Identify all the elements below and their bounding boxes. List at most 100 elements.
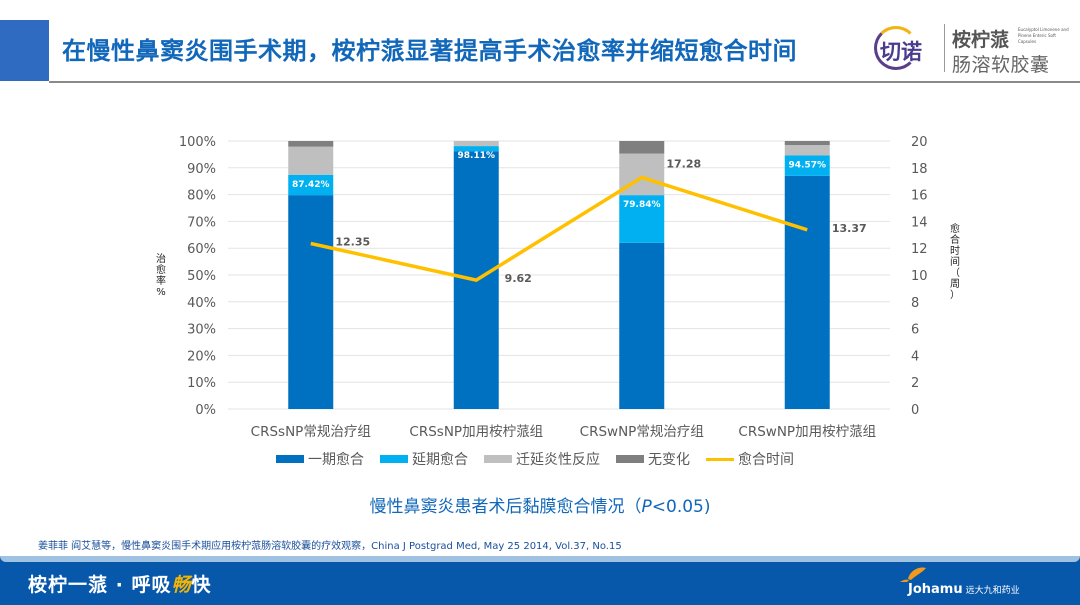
legend-swatch [616,455,644,463]
bar-segment-2 [453,146,499,152]
slogan-post: 快 [191,574,212,596]
citation: 姜菲菲 阎艾慧等，慢性鼻窦炎围手术期应用桉柠蒎肠溶软胶囊的疗效观察，China … [38,541,622,552]
legend-item: 迁延炎性反应 [484,449,600,469]
y-left-tick-label: 30% [187,323,216,338]
bar-segment-4 [288,141,334,147]
category-label: CRSsNP常规治疗组 [251,424,371,440]
johamu-flame-icon [900,567,926,582]
line-value-label: 12.35 [335,236,370,249]
y-right-tick-label: 12 [911,242,928,257]
legend-item: 一期愈合 [276,449,364,469]
category-label: CRSwNP常规治疗组 [580,424,704,440]
bar-segment-3 [453,141,499,147]
healed-rate-label: 87.42% [292,180,330,190]
healed-rate-label: 94.57% [789,160,827,170]
legend-item: 愈合时间 [706,449,794,469]
bar-segment-2 [619,195,665,243]
legend-label: 迁延炎性反应 [516,452,600,468]
slogan-pre: 桉柠一蒎 · 呼吸 [28,574,172,596]
slogan: 桉柠一蒎 · 呼吸畅快 [28,570,211,597]
legend: 一期愈合 延期愈合 迁延炎性反应 无变化 愈合时间 [276,449,794,469]
chart-title-paren: （ [624,497,642,517]
healed-rate-label: 98.11% [458,151,496,161]
header: 在慢性鼻窦炎围手术期，桉柠蒎显著提高手术治愈率并缩短愈合时间 切诺 桉柠蒎 Eu… [0,0,1080,84]
healing-time-line [310,175,808,282]
legend-label: 无变化 [648,452,690,468]
y-right-tick-label: 0 [911,403,919,418]
axis-titles: 治愈率% 愈合时间（周） [156,222,960,301]
legend-label: 一期愈合 [308,452,364,468]
y-left-tick-label: 50% [187,269,216,284]
category-label: CRSsNP加用桉柠蒎组 [409,424,543,440]
slogan-highlight: 畅 [171,574,192,596]
legend-swatch [706,457,734,461]
y-left-axis-title: 治愈率% [156,252,166,298]
bar-segment-1 [288,195,334,409]
y-right-axis-title: 愈合时间（周） [950,222,960,301]
legend-label: 延期愈合 [412,452,468,468]
y-right-tick-label: 2 [911,376,919,391]
bars [288,141,830,409]
bar-segment-1 [784,175,830,409]
qienuo-logo: 切诺 [872,24,942,72]
line-series [310,175,808,282]
legend-item: 延期愈合 [380,449,468,469]
y-left-tick-label: 0% [195,403,216,418]
legend-swatch [380,455,408,463]
brand-logo: 切诺 桉柠蒎 Eucalyptol Limonene and Pinene En… [872,20,1077,78]
line-value-label: 13.37 [832,222,867,235]
footer-wave [0,556,1080,562]
legend-label: 愈合时间 [738,452,794,468]
y-left-tick-label: 100% [179,135,216,150]
header-accent-block [0,20,49,81]
category-label: CRSwNP加用桉柠蒎组 [738,424,876,440]
y-left-tick-label: 40% [187,296,216,311]
bar-segment-2 [288,174,334,196]
logo-arc-icon [874,26,918,70]
category-labels: CRSsNP常规治疗组 CRSsNP加用桉柠蒎组 CRSwNP常规治疗组 CRSwNP… [251,424,876,440]
y-left-tick-label: 70% [187,215,216,230]
chart-title-text: 慢性鼻窦炎患者术后黏膜愈合情况 [369,497,625,517]
chart: 0% 10% 20% 30% 40% 50% 60% 70% 80% 90% 100% 0 2 4 6 8 1… [156,135,960,440]
legend-item: 无变化 [616,449,690,469]
chart-title-pvalue: <0.05) [651,497,711,517]
company-name-cn: 远大九和药业 [965,586,1020,596]
legend-swatch [276,455,304,463]
y-right-tick-label: 8 [911,296,919,311]
bar-segment-1 [619,242,665,409]
logo-text: 切诺 [880,40,922,64]
brand-subtitle: 肠溶软胶囊 [952,54,1050,76]
y-right-tick-label: 6 [911,323,919,338]
chart-title-p: P [641,497,652,517]
y-left-tick-label: 20% [187,349,216,364]
bar-segment-4 [619,141,665,154]
company-name: Johamu 远大九和药业 [908,582,1020,597]
header-divider [49,81,1080,83]
y-left-tick-label: 90% [187,162,216,177]
footer [0,556,1080,605]
company-name-en: Johamu [908,582,963,597]
y-right-tick-label: 10 [911,269,928,284]
brand-english: Eucalyptol Limonene and Pinene Enteric S… [1018,27,1069,44]
y-right-tick-label: 16 [911,189,928,204]
brand-name: 桉柠蒎 [952,29,1010,51]
y-right-tick-label: 14 [911,215,928,230]
y-left-ticks: 0% 10% 20% 30% 40% 50% 60% 70% 80% 90% 100% [179,135,216,418]
y-right-tick-label: 18 [911,162,928,177]
bar-segment-2 [784,155,830,176]
line-value-label: 9.62 [505,272,532,285]
chart-title: 慢性鼻窦炎患者术后黏膜愈合情况（P<0.05) [0,492,1080,517]
y-left-tick-label: 10% [187,376,216,391]
gridlines [228,140,890,410]
line-value-label: 17.28 [666,157,701,170]
bar-segment-4 [784,141,830,146]
y-right-tick-label: 20 [911,135,928,150]
y-right-ticks: 0 2 4 6 8 10 12 14 16 18 20 [911,135,928,418]
data-labels: 87.42% 98.11% 79.84% 94.57% 12.35 9.62 17.28 13… [292,151,867,285]
y-right-tick-label: 4 [911,349,919,364]
page-title: 在慢性鼻窦炎围手术期，桉柠蒎显著提高手术治愈率并缩短愈合时间 [62,37,797,65]
healed-rate-label: 79.84% [623,200,661,210]
y-left-tick-label: 60% [187,242,216,257]
brand-separator [944,24,945,72]
legend-swatch [484,455,512,463]
